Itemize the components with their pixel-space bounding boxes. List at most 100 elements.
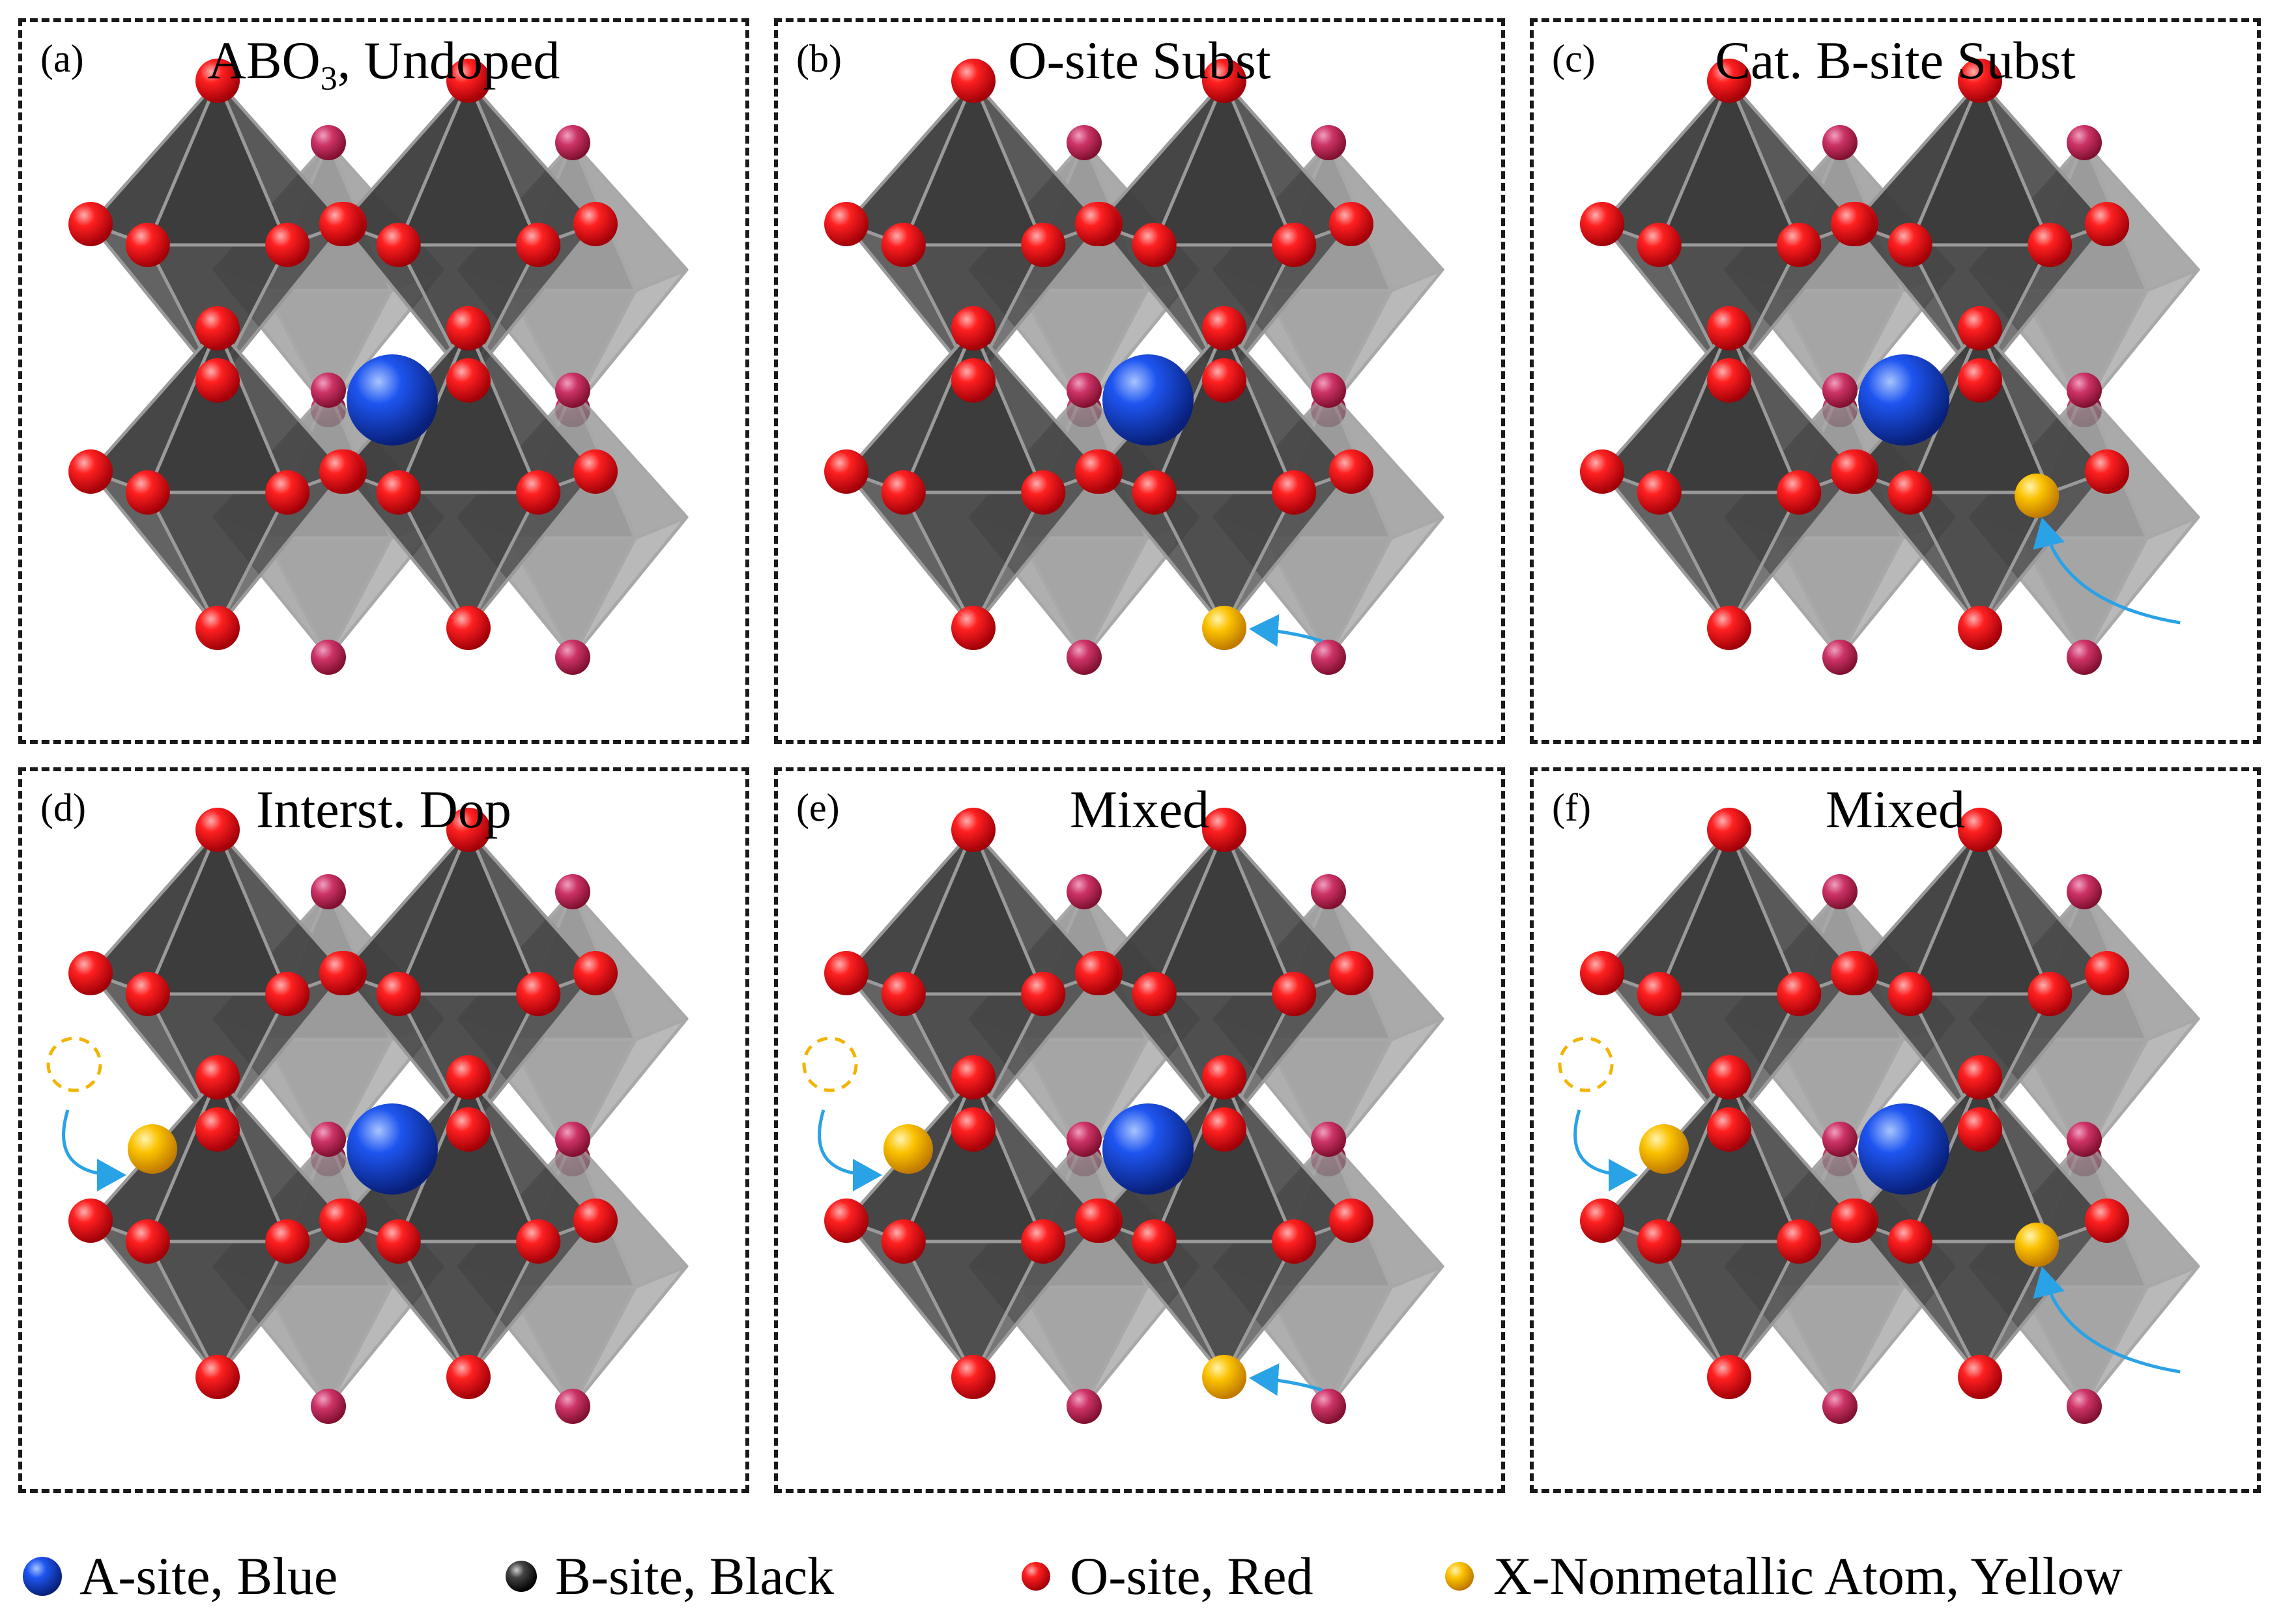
oxygen-atom <box>1958 59 2002 103</box>
legend-item-o-site: O-site, Red <box>1016 1544 1313 1609</box>
oxygen-atom <box>1777 223 1822 267</box>
oxygen-atom <box>516 223 561 267</box>
oxygen-atom <box>1887 972 1932 1016</box>
oxygen-atom <box>125 470 170 515</box>
oxygen-atom <box>1132 223 1177 267</box>
oxygen-atom <box>1202 808 1246 852</box>
oxygen-atom <box>881 470 926 515</box>
oxygen-atom <box>1021 223 1066 267</box>
oxygen-atom <box>68 1199 113 1243</box>
oxygen-atom <box>125 223 170 267</box>
back-oxygen <box>1311 874 1346 909</box>
oxygen-atom <box>1777 470 1822 515</box>
oxygen-atom <box>1580 1199 1624 1243</box>
panel-letter: (a) <box>40 37 84 80</box>
oxygen-atom <box>824 951 868 995</box>
back-oxygen <box>1311 1389 1346 1424</box>
oxygen-atom <box>1958 1055 2002 1100</box>
oxygen-atom <box>125 1219 170 1264</box>
back-oxygen <box>1067 1389 1102 1424</box>
interstitial-atom <box>128 1124 177 1174</box>
oxygen-atom <box>195 1107 240 1152</box>
crystal-structure-b <box>824 59 1444 675</box>
oxygen-atom <box>1329 449 1373 494</box>
panel-title: Interst. Dop <box>256 780 511 839</box>
crystal-structure-f <box>1558 808 2200 1424</box>
oxygen-atom <box>1707 808 1751 852</box>
back-oxygen <box>1822 1389 1858 1424</box>
oxygen-atom <box>1132 1219 1177 1264</box>
back-oxygen <box>2067 125 2102 160</box>
oxygen-atom <box>2085 1199 2129 1243</box>
back-oxygen <box>2067 1389 2102 1424</box>
back-oxygen <box>555 125 590 160</box>
oxygen-atom <box>951 1355 996 1399</box>
back-oxygen <box>1067 373 1102 408</box>
oxygen-atom <box>824 449 868 494</box>
back-oxygen <box>555 1389 590 1424</box>
oxygen-atom <box>1132 972 1177 1016</box>
oxygen-atom <box>195 358 240 403</box>
a-site-cation <box>1102 354 1194 446</box>
back-oxygen <box>2067 640 2102 675</box>
oxygen-atom <box>319 1199 364 1243</box>
oxygen-atom <box>1580 449 1624 494</box>
oxygen-atom <box>1637 223 1682 267</box>
substitution-arrow <box>1249 614 1323 647</box>
dopant-atom <box>1202 1355 1246 1399</box>
oxygen-atom <box>68 449 113 494</box>
back-oxygen <box>555 373 590 408</box>
oxygen-atom <box>573 449 618 494</box>
oxygen-atom <box>951 1055 996 1100</box>
panel-letter: (b) <box>796 37 842 80</box>
back-oxygen <box>1311 1122 1346 1157</box>
panel-letter: (c) <box>1552 37 1596 80</box>
dopant-atom <box>2015 474 2059 518</box>
panel-d: (d) Interst. Dop <box>18 767 749 1493</box>
oxygen-atom <box>1580 951 1624 995</box>
panel-letter: (e) <box>796 786 840 829</box>
oxygen-atom <box>2085 449 2129 494</box>
oxygen-atom <box>446 358 491 403</box>
crystal-structure-e <box>802 808 1444 1424</box>
oxygen-atom <box>125 972 170 1016</box>
oxygen-atom <box>1887 1219 1932 1264</box>
oxygen-atom <box>446 808 491 852</box>
oxygen-atom <box>1329 951 1373 995</box>
legend-label: B-site, Black <box>555 1546 835 1606</box>
panel-title: ABO3, Undoped <box>207 31 560 98</box>
panel-title: O-site Subst <box>1008 31 1271 90</box>
yellow-sphere-icon <box>1445 1562 1474 1591</box>
oxygen-atom <box>951 1107 996 1152</box>
back-oxygen <box>1311 125 1346 160</box>
oxygen-atom <box>1958 358 2002 403</box>
a-site-cation <box>1858 1103 1949 1195</box>
oxygen-atom <box>1958 606 2002 650</box>
oxygen-atom <box>1202 1107 1246 1152</box>
oxygen-atom <box>1831 449 1875 494</box>
oxygen-atom <box>376 223 421 267</box>
oxygen-atom <box>1202 59 1246 103</box>
back-oxygen <box>311 125 346 160</box>
oxygen-atom <box>376 972 421 1016</box>
vacancy-outline <box>802 1036 858 1092</box>
oxygen-atom <box>195 1055 240 1100</box>
front-octahedron <box>339 79 597 382</box>
front-octahedron <box>844 828 1102 1131</box>
panel-title: Mixed <box>1825 780 1966 839</box>
legend-label: O-site, Red <box>1070 1546 1313 1606</box>
oxygen-atom <box>1887 470 1932 515</box>
oxygen-atom <box>195 306 240 350</box>
oxygen-atom <box>1272 1219 1317 1264</box>
interstitial-atom <box>1639 1124 1689 1174</box>
back-oxygen <box>1067 125 1102 160</box>
oxygen-atom <box>1707 358 1751 403</box>
oxygen-atom <box>1075 202 1119 246</box>
oxygen-atom <box>1132 470 1177 515</box>
oxygen-atom <box>195 808 240 852</box>
front-octahedron <box>89 326 347 630</box>
oxygen-atom <box>2085 951 2129 995</box>
oxygen-atom <box>265 470 310 515</box>
legend-label: X-Nonmetallic Atom, Yellow <box>1493 1546 2123 1606</box>
interstitial-arrow <box>1573 1109 1638 1191</box>
